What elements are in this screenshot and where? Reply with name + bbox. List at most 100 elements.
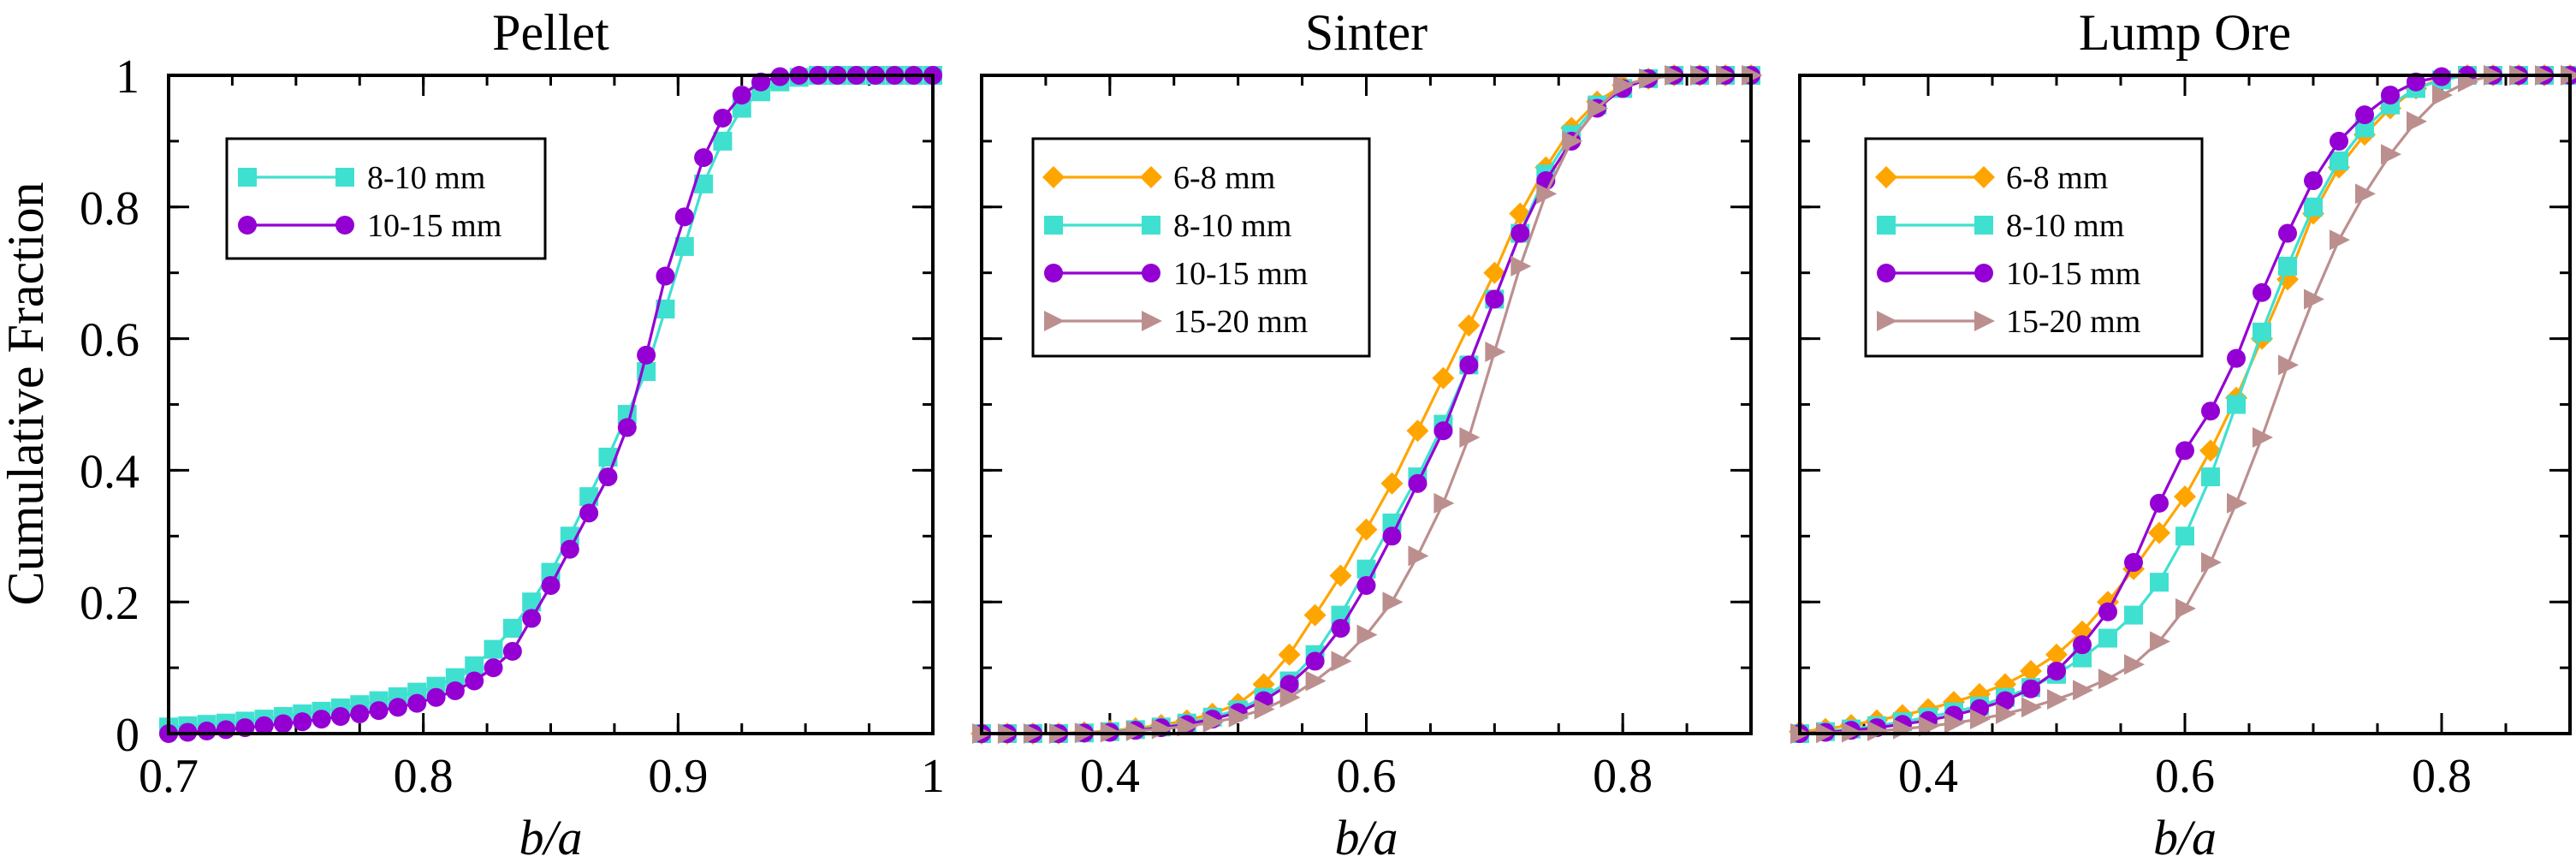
x-tick-label: 0.6 xyxy=(2155,750,2215,803)
data-point xyxy=(1125,720,1147,741)
data-point xyxy=(1433,421,1453,441)
data-point xyxy=(1562,130,1583,152)
data-point xyxy=(1278,643,1301,666)
legend-item-8-10-mm: 8-10 mm xyxy=(238,160,485,196)
legend-item-6-8-mm: 6-8 mm xyxy=(1875,160,2108,196)
data-point xyxy=(2381,144,2401,165)
data-point xyxy=(2148,521,2170,544)
data-point xyxy=(1406,419,1429,443)
legend-item-10-15-mm: 10-15 mm xyxy=(1877,256,2140,292)
x-tick-label: 0.8 xyxy=(394,750,454,803)
data-point xyxy=(2150,493,2169,513)
data-point xyxy=(1382,592,1404,613)
data-point xyxy=(751,72,771,92)
y-axis-label: Cumulative Fraction xyxy=(0,182,54,606)
panel-sinter: Sinter b/a 0.4 0.6 0.8 6-8 mm 8-10 mm 10-15 mm 1… xyxy=(970,4,1762,862)
plot-frame xyxy=(167,74,935,735)
data-point xyxy=(2150,631,2170,652)
legend-marker xyxy=(1877,311,1897,331)
data-point xyxy=(2330,229,2350,251)
data-point xyxy=(2175,526,2194,546)
data-point xyxy=(350,704,370,723)
data-point xyxy=(1996,691,2015,710)
x-tick-label: 1 xyxy=(921,750,945,803)
y-tick-label: 0.4 xyxy=(80,445,139,498)
legend-label: 8-10 mm xyxy=(367,160,485,196)
data-point xyxy=(1254,699,1275,720)
data-point xyxy=(445,681,465,701)
legend-marker xyxy=(1044,264,1063,282)
legend-item-15-20-mm: 15-20 mm xyxy=(1044,304,1308,340)
data-point xyxy=(1305,651,1325,671)
data-point xyxy=(1485,289,1505,309)
legend-marker xyxy=(1142,216,1160,235)
legend-label: 15-20 mm xyxy=(2006,304,2140,340)
data-point xyxy=(1279,687,1301,708)
data-point xyxy=(2073,635,2092,655)
data-point xyxy=(2201,401,2220,421)
legend-marker xyxy=(238,216,257,235)
data-point xyxy=(2381,86,2400,105)
data-point xyxy=(445,668,465,687)
data-point xyxy=(2278,354,2299,376)
legend-label: 10-15 mm xyxy=(1173,256,1308,292)
data-point xyxy=(2304,197,2323,217)
data-point xyxy=(1202,711,1224,733)
legend-label: 6-8 mm xyxy=(1173,160,1275,196)
data-point xyxy=(1408,473,1427,493)
data-point xyxy=(2278,223,2297,243)
legend-item-10-15-mm: 10-15 mm xyxy=(238,208,502,244)
data-point xyxy=(388,698,407,717)
data-point xyxy=(502,641,522,661)
legend-marker xyxy=(1974,216,1993,235)
y-tick-label: 0.8 xyxy=(80,182,139,235)
data-point xyxy=(2199,439,2222,462)
legend-marker xyxy=(1877,264,1896,282)
data-point xyxy=(312,710,331,729)
legend: 8-10 mm 10-15 mm xyxy=(225,137,547,260)
data-point xyxy=(2227,348,2246,368)
x-axis-label: b/a xyxy=(519,810,582,862)
data-point xyxy=(2407,110,2427,132)
x-axis-label: b/a xyxy=(1334,810,1398,862)
legend-label: 15-20 mm xyxy=(1173,304,1308,340)
data-point xyxy=(1996,703,2016,724)
data-point xyxy=(656,299,675,318)
data-point xyxy=(1588,98,1609,119)
x-tick-label: 0.4 xyxy=(1080,750,1140,803)
data-point xyxy=(330,707,350,727)
y-tick-label: 0 xyxy=(116,709,139,762)
data-point xyxy=(1432,366,1455,389)
data-point xyxy=(426,687,446,707)
legend-marker xyxy=(238,168,257,187)
data-point xyxy=(694,174,714,193)
data-point xyxy=(2020,659,2042,682)
data-point xyxy=(1483,261,1506,284)
data-point xyxy=(1433,492,1455,514)
legend-label: 6-8 mm xyxy=(2006,160,2108,196)
data-point xyxy=(2174,485,2196,508)
data-point xyxy=(713,108,733,128)
data-point xyxy=(484,658,503,678)
data-point xyxy=(1279,675,1299,694)
data-point xyxy=(1305,670,1327,692)
legend-item-6-8-mm: 6-8 mm xyxy=(1042,160,1275,196)
data-point xyxy=(1331,651,1352,672)
data-point xyxy=(522,609,542,628)
data-point xyxy=(1408,545,1429,567)
data-point xyxy=(2432,85,2453,106)
legend-marker xyxy=(335,168,354,187)
data-point xyxy=(254,716,274,735)
data-point xyxy=(1867,720,1888,741)
panel-lump-ore: Lump Ore b/a 0.4 0.6 0.8 6-8 mm 8-10 mm 10-15 m… xyxy=(1789,4,2576,862)
data-point xyxy=(522,592,542,612)
data-point xyxy=(1970,709,1991,730)
legend-label: 10-15 mm xyxy=(2006,256,2140,292)
data-point xyxy=(1511,256,1532,277)
data-point xyxy=(2253,322,2271,342)
panel-pellet: Pellet b/a 0.7 0.8 0.9 1 0 0.2 0.4 0.6 0.8 1 8-10 mm… xyxy=(80,4,945,862)
data-point xyxy=(2124,605,2143,625)
data-point xyxy=(656,266,675,286)
legend-item-10-15-mm: 10-15 mm xyxy=(1044,256,1308,292)
data-point xyxy=(2098,602,2117,621)
